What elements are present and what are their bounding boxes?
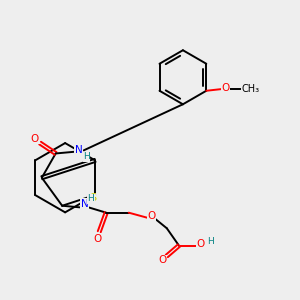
- Text: H: H: [207, 237, 214, 246]
- Text: N: N: [75, 145, 83, 155]
- Text: O: O: [158, 255, 167, 265]
- Text: O: O: [221, 83, 230, 93]
- Text: O: O: [147, 211, 155, 221]
- Text: H: H: [88, 194, 94, 203]
- Text: O: O: [196, 239, 205, 249]
- Text: H: H: [83, 152, 90, 161]
- Text: CH₃: CH₃: [241, 84, 260, 94]
- Text: S: S: [89, 194, 96, 203]
- Text: N: N: [81, 199, 88, 209]
- Text: O: O: [93, 234, 102, 244]
- Text: O: O: [31, 134, 39, 144]
